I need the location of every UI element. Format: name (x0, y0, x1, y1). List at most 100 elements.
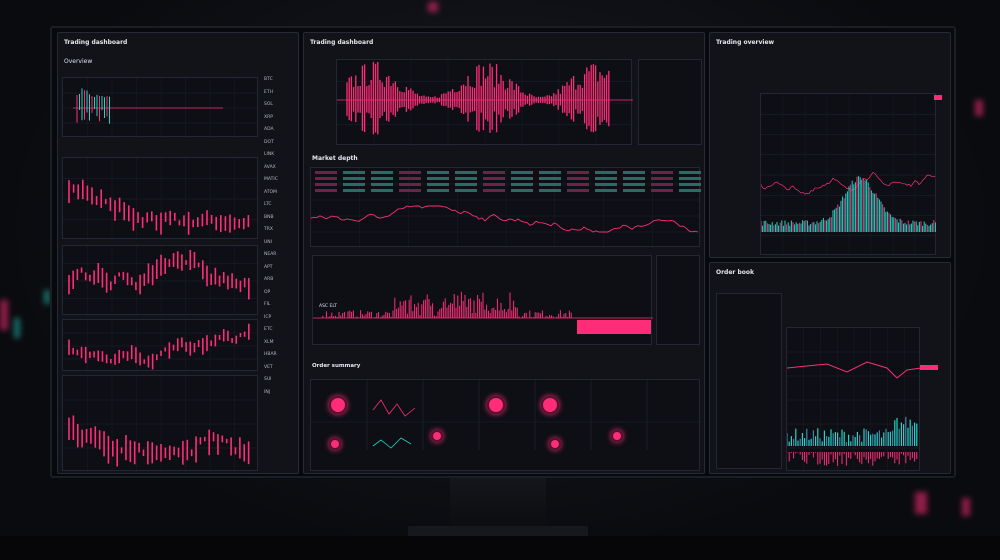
ticker-cell (483, 189, 505, 192)
action-button[interactable] (577, 320, 651, 334)
sparkline (372, 399, 416, 417)
ticker-cell (455, 171, 477, 174)
panel-subtitle: Overview (64, 58, 93, 65)
symbol-item[interactable]: BTC (264, 77, 273, 82)
ticker-cell (651, 183, 673, 186)
ticker-cell (595, 183, 617, 186)
symbol-item[interactable]: VET (264, 364, 273, 370)
ticker-cell (651, 171, 673, 174)
wave-chart-panel (336, 59, 633, 146)
bg-glow (428, 2, 438, 12)
ticker-cell (399, 183, 421, 186)
symbol-item[interactable]: LINK (264, 152, 275, 157)
symbol-item[interactable]: MATIC (264, 177, 278, 182)
side-values (656, 255, 700, 345)
ticker-cell (539, 171, 561, 174)
ticker-cell (539, 189, 561, 192)
side-values (638, 59, 702, 145)
symbol-item[interactable]: ADA (264, 127, 274, 132)
ticker-cell (511, 177, 533, 180)
ticker-cell (511, 183, 533, 186)
ticker-cell (679, 177, 701, 180)
monitor-stand (450, 478, 546, 528)
chart-panel (62, 319, 259, 372)
bg-glow (915, 492, 927, 514)
symbol-item[interactable]: OP (264, 289, 271, 295)
symbol-item[interactable]: SOL (264, 102, 273, 107)
ticker-cell (679, 171, 701, 174)
monitor-base (408, 526, 588, 538)
ticker-cell (567, 189, 589, 192)
ticker-cell (511, 171, 533, 174)
mini-chart-panel (62, 77, 259, 138)
symbol-item[interactable]: ATOM (264, 189, 277, 195)
symbol-list: BTC ETH SOL XRP ADA DOT LINK AVAX MATIC ATOM LTC BN… (264, 77, 298, 402)
ticker-cell (399, 189, 421, 192)
badge (934, 95, 942, 100)
symbol-item[interactable]: BNB (264, 214, 274, 220)
ticker-cell (371, 189, 393, 192)
coin-icon (549, 438, 561, 450)
coin-icon (541, 396, 559, 414)
symbol-item[interactable]: ETC (264, 327, 273, 332)
ticker-cell (539, 183, 561, 186)
chart-panel (62, 157, 259, 240)
bg-glow (962, 498, 970, 516)
ticker-cell (483, 177, 505, 180)
symbol-item[interactable]: ARB (264, 277, 274, 282)
symbol-item[interactable]: SUI (264, 377, 272, 382)
ticker-cell (343, 177, 365, 180)
ticker-cell (343, 183, 365, 186)
bg-glow (975, 100, 983, 116)
ticker-cell (483, 183, 505, 186)
ticker-cell (679, 183, 701, 186)
panel-title: Trading dashboard (310, 39, 374, 46)
line-chart-panel (310, 167, 701, 248)
ticker-cell (343, 171, 365, 174)
symbol-item[interactable]: DOT (264, 139, 274, 145)
order-list (716, 293, 782, 469)
symbol-item[interactable]: INJ (264, 389, 271, 395)
price-chart-panel (786, 327, 921, 472)
ticker-cell (511, 189, 533, 192)
ticker-cell (315, 189, 337, 192)
ticker-cell (623, 177, 645, 180)
sparkline (372, 437, 412, 449)
ticker-cell (427, 171, 449, 174)
symbol-item[interactable]: XLM (264, 339, 274, 345)
symbol-item[interactable]: XRP (264, 114, 273, 120)
coin-icon (329, 396, 347, 414)
price-marker (920, 365, 938, 370)
ticker-cell (567, 171, 589, 174)
price-line (761, 171, 936, 195)
ticker-cell (567, 177, 589, 180)
ticker-cell (427, 183, 449, 186)
symbol-item[interactable]: APT (264, 264, 273, 270)
ticker-cell (539, 177, 561, 180)
volume-chart-panel: ASC ELT (312, 255, 653, 345)
symbol-item[interactable]: FIL (264, 302, 271, 307)
symbol-item[interactable]: HBAR (264, 352, 277, 357)
middle-panel: Trading dashboard Market depth ASC ELT O… (303, 32, 705, 474)
ticker-cell (315, 183, 337, 186)
ticker-cell (595, 189, 617, 192)
ticker-cell (315, 171, 337, 174)
right-top-panel: Trading overview (709, 32, 951, 258)
symbol-item[interactable]: TRX (264, 227, 273, 232)
ticker-cell (315, 177, 337, 180)
symbol-item[interactable]: ICP (264, 314, 272, 320)
symbol-item[interactable]: ETH (264, 89, 273, 95)
panel-title: Trading overview (716, 39, 775, 46)
symbol-item[interactable]: UNI (264, 239, 272, 245)
chart-panel (62, 375, 259, 472)
ticker-cell (455, 189, 477, 192)
symbol-item[interactable]: AVAX (264, 164, 276, 170)
symbol-item[interactable]: NEAR (264, 252, 277, 257)
section-title: Order summary (312, 363, 361, 369)
ticker-cell (427, 177, 449, 180)
bg-glow (44, 290, 50, 304)
monitor-screen: Trading dashboard Overview BTC ETH SOL XRP A… (50, 26, 956, 478)
ticker-cell (371, 177, 393, 180)
symbol-item[interactable]: LTC (264, 202, 272, 207)
left-panel: Trading dashboard Overview BTC ETH SOL XRP A… (57, 32, 299, 474)
